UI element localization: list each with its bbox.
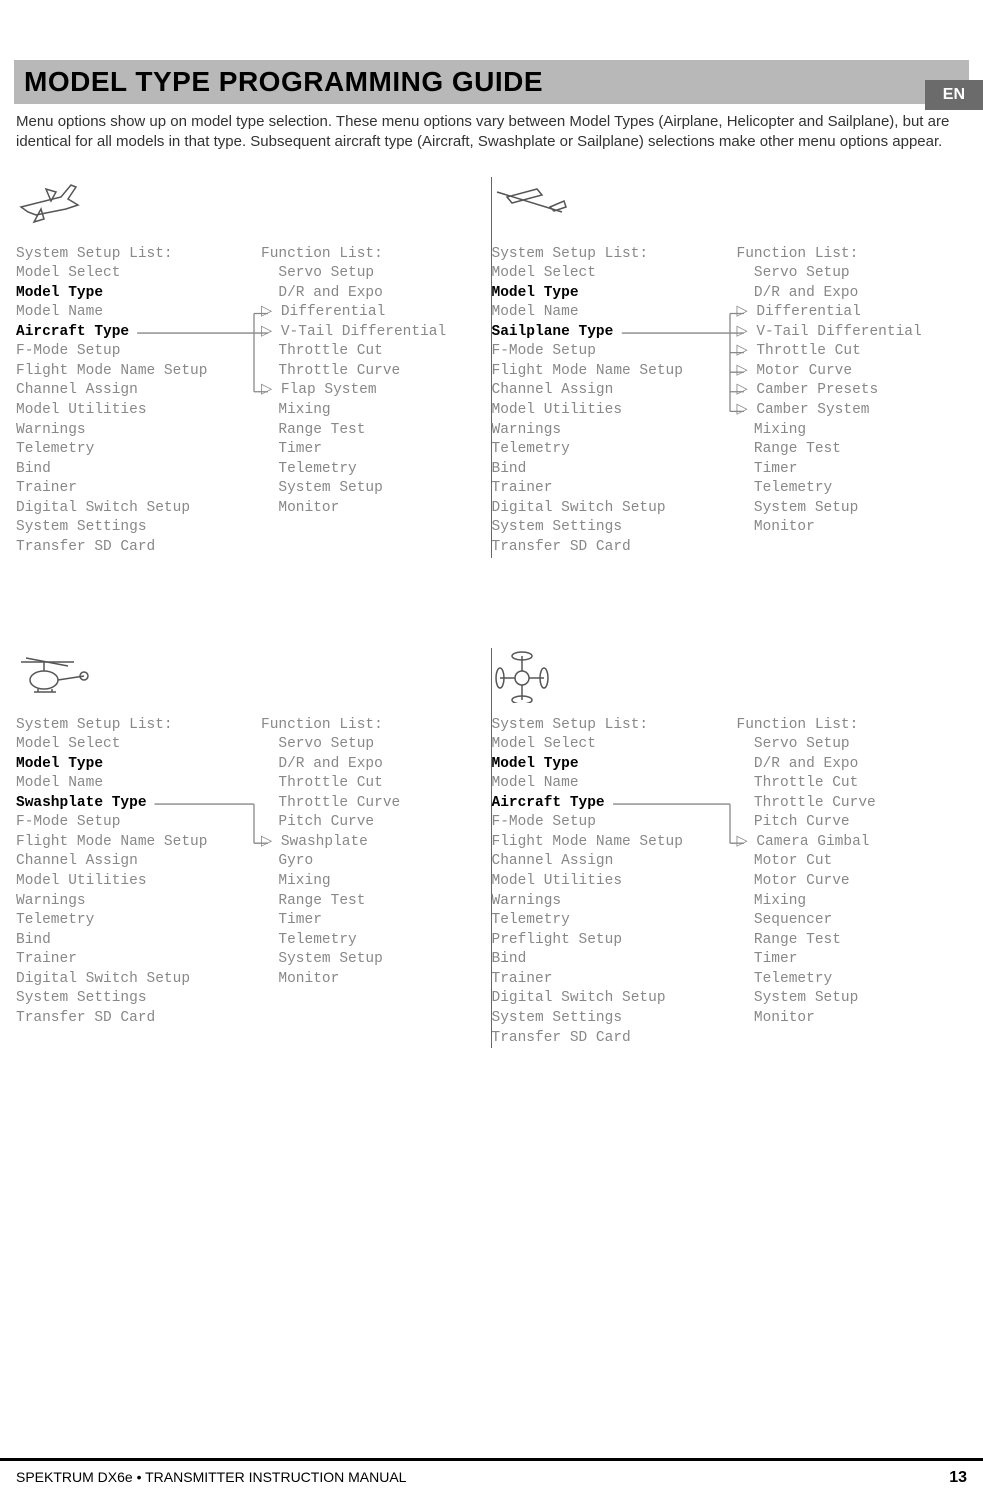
system-setup-list: System Setup List: Model Select Model Ty… — [16, 245, 261, 558]
page-title: MODEL TYPE PROGRAMMING GUIDE — [24, 66, 959, 98]
system-setup-list: System Setup List: Model Select Model Ty… — [492, 716, 737, 1049]
glider-icon — [492, 177, 958, 237]
quad-icon — [492, 648, 958, 708]
language-tab: EN — [925, 80, 983, 110]
function-list: Function List: Servo Setup D/R and Expo … — [261, 245, 482, 558]
section-multirotor: System Setup List: Model Select Model Ty… — [492, 648, 968, 1049]
page-number: 13 — [949, 1469, 967, 1487]
menu-lists: System Setup List: Model Select Model Ty… — [492, 716, 958, 1049]
page-footer: SPEKTRUM DX6e • TRANSMITTER INSTRUCTION … — [0, 1458, 983, 1487]
title-bar: MODEL TYPE PROGRAMMING GUIDE — [14, 60, 969, 104]
intro-text: Menu options show up on model type selec… — [16, 112, 967, 153]
sections-grid: System Setup List: Model Select Model Ty… — [16, 177, 967, 1049]
menu-lists: System Setup List: Model Select Model Ty… — [16, 245, 482, 558]
heli-icon — [16, 648, 482, 708]
function-list: Function List: Servo Setup D/R and Expo … — [261, 716, 482, 1029]
section-sailplane: System Setup List: Model Select Model Ty… — [492, 177, 968, 558]
airplane-icon — [16, 177, 482, 237]
section-airplane: System Setup List: Model Select Model Ty… — [16, 177, 492, 558]
section-helicopter: System Setup List: Model Select Model Ty… — [16, 648, 492, 1049]
menu-lists: System Setup List: Model Select Model Ty… — [16, 716, 482, 1029]
system-setup-list: System Setup List: Model Select Model Ty… — [492, 245, 737, 558]
function-list: Function List: Servo Setup D/R and Expo … — [737, 716, 958, 1049]
footer-left: SPEKTRUM DX6e • TRANSMITTER INSTRUCTION … — [16, 1469, 406, 1487]
system-setup-list: System Setup List: Model Select Model Ty… — [16, 716, 261, 1029]
menu-lists: System Setup List: Model Select Model Ty… — [492, 245, 958, 558]
function-list: Function List: Servo Setup D/R and Expo … — [737, 245, 958, 558]
